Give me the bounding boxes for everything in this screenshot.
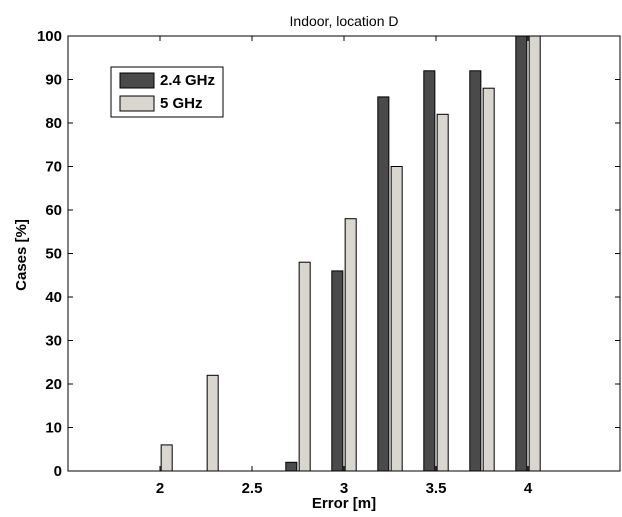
y-tick-label-8: 80	[45, 115, 62, 132]
y-tick-label-6: 60	[45, 202, 62, 219]
bar-2-4-ghz-8	[515, 35, 528, 472]
x-axis-label: Error [m]	[312, 495, 376, 512]
bar-5-ghz-3	[298, 261, 311, 472]
bar-5-ghz-7	[482, 87, 495, 472]
y-tick-label-4: 40	[45, 289, 62, 306]
x-tick-label-2: 3	[340, 480, 348, 497]
x-tick-label-1: 2.5	[242, 480, 263, 497]
y-tick-label-10: 100	[37, 28, 62, 45]
x-tick-label-3: 3.5	[426, 480, 447, 497]
bar-5-ghz-1	[206, 374, 219, 472]
y-tick-label-5: 50	[45, 246, 62, 263]
legend-label-5ghz: 5 GHz	[160, 95, 203, 112]
y-tick-label-3: 30	[45, 333, 62, 350]
bar-2-4-ghz-7	[469, 70, 482, 472]
legend-label-2-4ghz: 2.4 GHz	[160, 72, 215, 89]
bar-5-ghz-6	[436, 113, 449, 472]
legend-swatch-5ghz	[119, 95, 155, 112]
bar-5-ghz-8	[528, 35, 541, 472]
bar-5-ghz-4	[344, 218, 357, 472]
y-tick-label-7: 70	[45, 159, 62, 176]
legend-swatch-2-4ghz	[119, 72, 155, 89]
bar-2-4-ghz-5	[377, 96, 390, 472]
y-tick-label-1: 10	[45, 420, 62, 437]
x-tick-label-4: 4	[524, 480, 533, 497]
x-tick-label-0: 2	[156, 480, 164, 497]
y-tick-label-2: 20	[45, 376, 62, 393]
bar-5-ghz-5	[390, 166, 403, 472]
bar-2-4-ghz-3	[285, 461, 298, 472]
plot-area: 0 10 20 30 40 50 60 70 80 90 100 2 2.5 3 3.5 4	[37, 28, 621, 497]
bar-5-ghz-0	[160, 444, 173, 472]
legend: 2.4 GHz 5 GHz	[110, 66, 224, 118]
chart-title: Indoor, location D	[290, 13, 399, 29]
y-tick-label-0: 0	[54, 463, 62, 480]
y-axis-label: Cases [%]	[13, 219, 30, 291]
bar-2-4-ghz-6	[423, 70, 436, 472]
y-tick-label-9: 90	[45, 72, 62, 89]
bar-2-4-ghz-4	[331, 270, 344, 472]
